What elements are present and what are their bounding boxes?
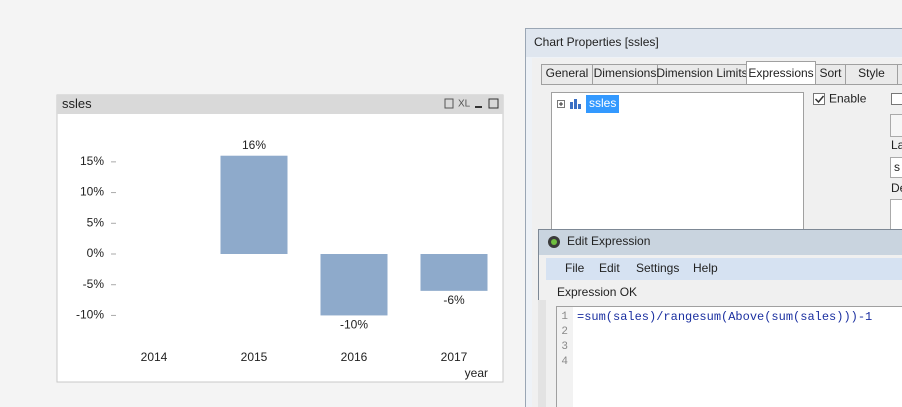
- enable-checkbox[interactable]: [813, 93, 825, 105]
- side-label: La: [891, 138, 902, 152]
- side-label: De: [891, 181, 902, 195]
- properties-title: Chart Properties [ssles]: [534, 35, 659, 49]
- properties-title-bar: [526, 29, 902, 57]
- expression-item[interactable]: ssles: [589, 96, 616, 110]
- y-tick-label: -10%: [76, 308, 104, 322]
- gutter: [557, 307, 573, 407]
- tab-label[interactable]: Dimensions: [594, 66, 657, 80]
- bar-icon: [574, 99, 577, 109]
- menu-item[interactable]: File: [565, 261, 585, 275]
- tabs: General Dimensions Dimension Limits Express…: [541, 61, 902, 85]
- line-number: 4: [561, 356, 568, 368]
- bar-icon: [570, 102, 573, 109]
- value-label: -10%: [340, 318, 368, 332]
- x-tick-label: 2016: [341, 350, 368, 364]
- code: =sum(sales)/rangesum(Above(sum(sales)))-…: [577, 310, 872, 324]
- x-tick-label: 2015: [241, 350, 268, 364]
- expression-tree: [551, 92, 804, 233]
- line-number: 3: [561, 341, 568, 353]
- bar: [320, 254, 388, 316]
- edit-title-bar: [539, 230, 902, 255]
- side-input[interactable]: [890, 199, 902, 230]
- line-number: 1: [561, 311, 568, 323]
- y-tick-label: 5%: [87, 215, 105, 229]
- tab-label[interactable]: Sort: [819, 66, 842, 80]
- chart-area: -10% -5% 0% 5% 10% 15% 2014 2015 16% 2016 -10% 2017…: [76, 138, 488, 380]
- menu: File Edit Settings Help: [565, 261, 718, 275]
- tab-label[interactable]: Expressions: [748, 66, 813, 80]
- value-label: 16%: [242, 138, 266, 152]
- line-number: 2: [561, 326, 568, 338]
- selected-expression[interactable]: [586, 95, 619, 113]
- bar: [420, 254, 488, 291]
- xl-icon[interactable]: XL: [458, 99, 471, 110]
- chart-title-bar: [57, 95, 503, 114]
- app-icon-inner: [551, 239, 557, 245]
- maximize-icon[interactable]: [488, 98, 499, 109]
- button[interactable]: [890, 114, 902, 137]
- tab-label[interactable]: Style: [858, 66, 885, 80]
- editor[interactable]: [556, 306, 902, 407]
- side-input-text: s: [894, 160, 900, 174]
- y-tick-label: 0%: [87, 246, 105, 260]
- y-tick-label: -5%: [83, 277, 105, 291]
- chart-title: ssles: [62, 96, 92, 111]
- y-tick-label: 15%: [80, 154, 104, 168]
- check-mark: [814, 95, 825, 104]
- value-label: -6%: [443, 293, 465, 307]
- edit-title: Edit Expression: [567, 234, 650, 248]
- menu-bar: [546, 258, 902, 280]
- scrollbar: [538, 300, 546, 407]
- bar: [220, 155, 288, 254]
- y-tick-label: 10%: [80, 185, 104, 199]
- tab-label[interactable]: Dimension Limits: [656, 66, 747, 80]
- status: Expression OK: [557, 285, 637, 299]
- bar-icon: [578, 104, 581, 109]
- tab[interactable]: [897, 64, 902, 85]
- enable-label: Enable: [829, 92, 867, 106]
- x-axis-label: year: [465, 366, 488, 380]
- menu-item[interactable]: Edit: [599, 261, 620, 275]
- menu-item[interactable]: Settings: [636, 261, 679, 275]
- tab-label[interactable]: General: [546, 66, 589, 80]
- menu-item[interactable]: Help: [693, 261, 718, 275]
- line-numbers: 1 2 3 4: [561, 311, 568, 368]
- print-icon[interactable]: [444, 98, 454, 109]
- side-input[interactable]: [890, 157, 902, 178]
- x-tick-label: 2014: [141, 350, 168, 364]
- x-tick-label: 2017: [441, 350, 468, 364]
- checkbox[interactable]: [891, 93, 902, 105]
